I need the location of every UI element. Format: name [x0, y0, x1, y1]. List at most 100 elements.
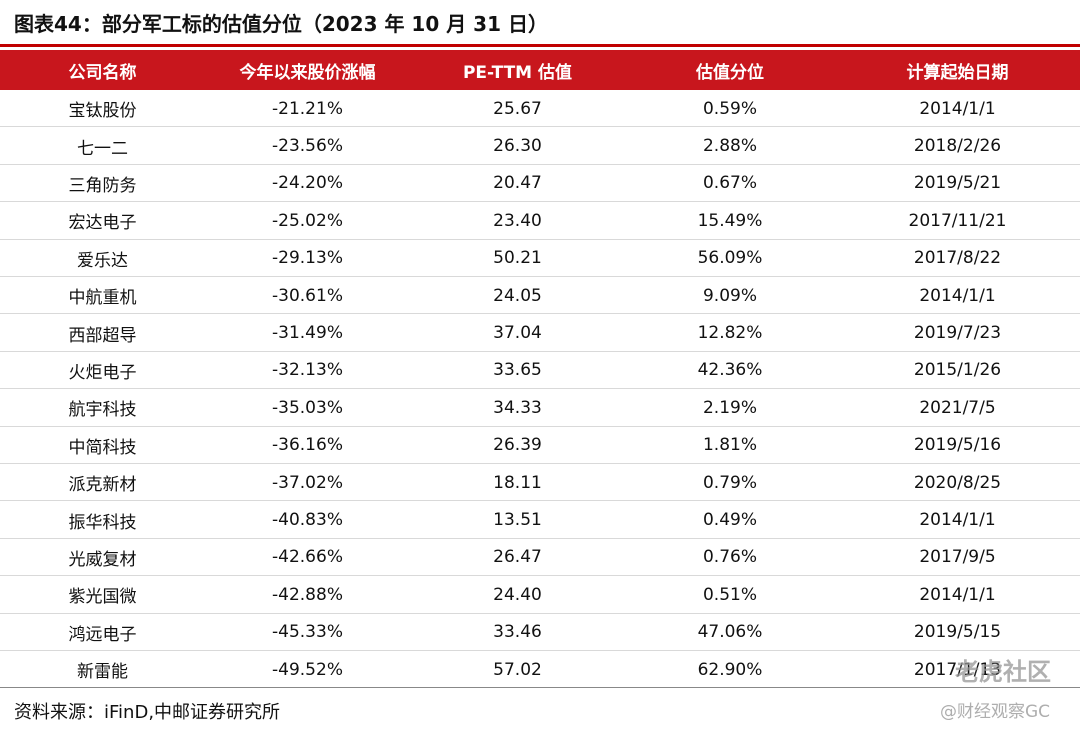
table-cell: 50.21: [493, 248, 542, 269]
table-cell: -36.16%: [272, 435, 343, 456]
row-divider: [0, 425, 1080, 427]
table-cell: 紫光国微: [68, 587, 137, 608]
table-cell: 56.09%: [697, 248, 763, 269]
table-cell: -42.88%: [272, 584, 343, 605]
table-cell: 33.65: [493, 360, 542, 381]
table-cell: -30.61%: [272, 285, 343, 306]
table-cell: 9.09%: [702, 285, 757, 306]
table-cell: -49.52%: [272, 659, 343, 680]
table-cell: 24.05: [493, 285, 542, 306]
table-cell: 宝钛股份: [68, 101, 137, 122]
table-cell: 2019/5/21: [913, 173, 1002, 194]
table-cell: 18.11: [493, 472, 542, 493]
watermark: @财经观察GC: [940, 702, 1051, 722]
table-cell: 34.33: [493, 397, 542, 418]
table-cell: 33.46: [493, 622, 542, 643]
table-cell: 2017/1/13: [913, 659, 1002, 680]
watermark: 老虎社区: [955, 658, 1051, 686]
table-cell: 15.49%: [697, 210, 763, 231]
table-cell: -24.20%: [272, 173, 343, 194]
table-cell: 57.02: [493, 659, 542, 680]
table-cell: 26.47: [493, 547, 542, 568]
row-divider: [0, 276, 1080, 277]
table-cell: 2.88%: [702, 136, 757, 157]
table-cell: 2019/5/16: [913, 435, 1002, 456]
table-cell: 1.81%: [702, 435, 757, 456]
row-divider: [0, 500, 1080, 502]
table-cell: 42.36%: [697, 360, 763, 381]
header-cell: PE-TTM 估值: [462, 62, 573, 83]
table-cell: 宏达电子: [68, 213, 137, 234]
table-cell: 0.49%: [702, 510, 757, 531]
table-cell: 航宇科技: [68, 400, 137, 421]
title-rule: [0, 44, 1080, 47]
table-cell: 24.40: [493, 584, 542, 605]
table-cell: 2020/8/25: [913, 472, 1002, 493]
row-divider: [0, 201, 1080, 203]
table-cell: 2021/7/5: [919, 397, 996, 418]
table-cell: 20.47: [493, 173, 542, 194]
table-cell: 七一二: [77, 138, 128, 159]
table-cell: 2018/2/26: [913, 136, 1002, 157]
table-cell: 光威复材: [68, 549, 137, 570]
table-cell: 2017/8/22: [913, 248, 1002, 269]
table-cell: 26.39: [493, 435, 542, 456]
table-cell: 爱乐达: [77, 250, 128, 271]
table-cell: 2015/1/26: [913, 360, 1002, 381]
table-cell: -37.02%: [272, 472, 343, 493]
table-cell: -21.21%: [272, 98, 343, 119]
table-cell: -40.83%: [272, 510, 343, 531]
table-cell: -42.66%: [272, 547, 343, 568]
table-cell: 13.51: [493, 510, 542, 531]
table-cell: 派克新材: [68, 475, 137, 496]
table-cell: 26.30: [493, 136, 542, 157]
table-cell: 2014/1/1: [919, 285, 996, 306]
row-divider: [0, 650, 1080, 651]
table-cell: 2014/1/1: [919, 510, 996, 531]
table-cell: 37.04: [493, 323, 542, 344]
table-cell: 0.59%: [702, 98, 757, 119]
table-cell: 2019/7/23: [913, 323, 1002, 344]
header-cell: 公司名称: [68, 62, 137, 83]
row-divider: [0, 388, 1080, 390]
header-cell: 估值分位: [696, 62, 764, 83]
table-cell: 0.76%: [702, 547, 757, 568]
table-cell: 2.19%: [702, 397, 757, 418]
table-cell: 中简科技: [68, 437, 137, 458]
table-cell: 三角防务: [68, 175, 137, 196]
table-cell: -25.02%: [272, 210, 343, 231]
table-cell: 中航重机: [68, 288, 137, 309]
row-divider: [0, 575, 1080, 577]
table-cell: 0.67%: [702, 173, 757, 194]
row-divider: [0, 313, 1080, 315]
table-cell: 62.90%: [697, 659, 763, 680]
row-divider: [0, 126, 1080, 128]
title: 图表44：部分军工标的估值分位（2023 年 10 月 31 日）: [14, 12, 548, 36]
header-cell: 计算起始日期: [906, 62, 1009, 83]
table-cell: 西部超导: [68, 325, 137, 346]
table-cell: 25.67: [493, 98, 542, 119]
table-cell: -29.13%: [272, 248, 343, 269]
table-cell: -35.03%: [272, 397, 343, 418]
table-cell: -23.56%: [272, 136, 343, 157]
table-header: [0, 50, 1080, 90]
table-cell: 2017/11/21: [908, 210, 1007, 231]
row-divider: [0, 687, 1080, 689]
row-divider: [0, 463, 1080, 464]
source: 资料来源：iFinD,中邮证券研究所: [14, 702, 281, 723]
table-cell: 2014/1/1: [919, 98, 996, 119]
row-divider: [0, 612, 1080, 614]
table-cell: 新雷能: [77, 662, 128, 683]
table-cell: 2017/9/5: [919, 547, 996, 568]
row-divider: [0, 537, 1080, 539]
row-divider: [0, 238, 1080, 240]
table-cell: -32.13%: [272, 360, 343, 381]
table-cell: 47.06%: [697, 622, 763, 643]
table-cell: 鸿远电子: [68, 624, 137, 645]
table-cell: 振华科技: [68, 512, 137, 533]
table-cell: 2014/1/1: [919, 584, 996, 605]
header-cell: 今年以来股价涨幅: [239, 62, 376, 83]
table-cell: 23.40: [493, 210, 542, 231]
table-cell: 12.82%: [697, 323, 763, 344]
